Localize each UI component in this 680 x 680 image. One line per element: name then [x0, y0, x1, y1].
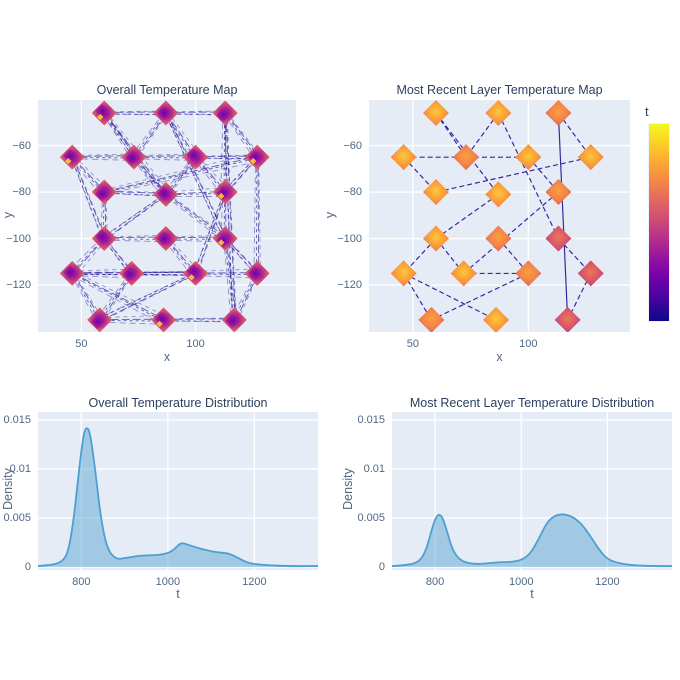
y-axis-title-recent-density: Density [341, 468, 355, 510]
y-tick-label: −120 [337, 279, 362, 292]
plot-area-recent-density[interactable] [392, 412, 672, 570]
density-curve [38, 427, 318, 567]
x-tick-label: 50 [75, 338, 88, 350]
map-marker[interactable] [577, 144, 604, 171]
map-marker[interactable] [59, 260, 85, 286]
x-tick-label: 1200 [242, 576, 267, 588]
y-tick-label: 0.01 [363, 462, 385, 475]
subplot-title-overall-density: Overall Temperature Distribution [88, 396, 268, 410]
map-marker[interactable] [422, 100, 449, 127]
y-tick-label: −80 [12, 186, 31, 199]
map-marker[interactable] [183, 144, 209, 170]
map-marker[interactable] [244, 260, 270, 286]
gridlines [38, 412, 318, 570]
map-marker[interactable] [212, 100, 238, 126]
map-marker[interactable] [545, 179, 572, 206]
map-marker[interactable] [153, 100, 179, 126]
map-marker[interactable] [151, 307, 177, 332]
map-marker[interactable] [59, 144, 85, 170]
x-tick-label: 1000 [155, 576, 181, 588]
map-marker[interactable] [91, 226, 117, 252]
map-marker[interactable] [119, 260, 145, 286]
y-tick-label: −60 [343, 139, 362, 152]
x-tick-label: 100 [186, 338, 205, 350]
y-tick-label: −120 [6, 279, 31, 292]
x-tick-label: 800 [72, 576, 91, 588]
subplot-title-overall-map: Overall Temperature Map [96, 83, 238, 97]
density-fill [38, 428, 318, 568]
map-marker[interactable] [91, 100, 117, 126]
plot-area-overall-density[interactable] [38, 412, 318, 570]
map-marker[interactable] [483, 306, 510, 332]
map-marker[interactable] [221, 307, 247, 332]
y-tick-label: −100 [6, 232, 31, 245]
layer-path-lines [68, 110, 261, 325]
x-axis-title-overall-map: x [163, 350, 171, 364]
gridlines [38, 100, 296, 332]
layer-path-lines [403, 112, 592, 321]
map-marker[interactable] [418, 306, 445, 332]
map-canvas[interactable] [38, 100, 296, 332]
y-tick-label: 0.015 [3, 413, 31, 426]
colorbar [648, 123, 670, 322]
y-tick-label: 0.01 [9, 462, 31, 475]
map-marker[interactable] [545, 100, 572, 127]
subplot-title-recent-map: Most Recent Layer Temperature Map [396, 83, 603, 97]
map-marker[interactable] [545, 225, 572, 252]
map-marker[interactable] [485, 181, 512, 208]
plot-area-recent-map[interactable] [369, 100, 630, 332]
map-marker[interactable] [153, 226, 179, 252]
map-marker[interactable] [87, 307, 113, 332]
y-tick-label: 0.015 [357, 413, 385, 426]
map-marker[interactable] [390, 260, 417, 287]
x-tick-label: 100 [519, 338, 538, 350]
map-marker[interactable] [212, 226, 238, 252]
map-marker[interactable] [485, 225, 512, 252]
map-marker[interactable] [577, 260, 604, 287]
y-tick-label: 0 [378, 561, 385, 574]
y-tick-label: −80 [343, 186, 362, 199]
map-marker[interactable] [91, 179, 117, 205]
map-marker[interactable] [515, 144, 542, 171]
x-axis-title-overall-density: t [176, 587, 180, 601]
map-marker[interactable] [422, 225, 449, 252]
density-curve [392, 513, 672, 567]
y-tick-label: 0.005 [3, 511, 31, 524]
gridlines [392, 412, 672, 570]
x-tick-label: 50 [406, 338, 419, 350]
map-marker[interactable] [450, 260, 477, 287]
x-tick-label: 1000 [508, 576, 534, 588]
map-marker[interactable] [183, 260, 209, 286]
map-marker[interactable] [390, 144, 417, 171]
y-tick-label: 0 [24, 561, 31, 574]
map-marker[interactable] [212, 179, 238, 205]
temperature-markers [390, 100, 604, 332]
plot-area-overall-map[interactable] [38, 100, 296, 332]
map-marker[interactable] [422, 179, 449, 206]
map-canvas[interactable] [369, 100, 630, 332]
map-marker[interactable] [554, 306, 581, 332]
map-marker[interactable] [515, 260, 542, 287]
x-axis-title-recent-map: x [496, 350, 503, 364]
x-tick-label: 800 [425, 576, 445, 588]
y-tick-label: 0.005 [357, 511, 385, 524]
x-axis-title-recent-density: t [530, 587, 534, 601]
map-marker[interactable] [121, 144, 147, 170]
map-marker[interactable] [244, 144, 270, 170]
map-marker[interactable] [153, 181, 179, 207]
density-canvas[interactable] [38, 412, 318, 570]
colorbar-title: t [645, 104, 649, 119]
density-canvas[interactable] [392, 412, 672, 570]
x-tick-label: 1200 [595, 576, 620, 588]
y-tick-label: −100 [337, 232, 362, 245]
map-marker[interactable] [485, 100, 512, 127]
subplot-title-recent-density: Most Recent Layer Temperature Distributi… [409, 396, 655, 410]
temperature-markers [59, 100, 270, 332]
y-tick-label: −60 [12, 139, 31, 152]
gridlines [369, 100, 630, 332]
y-axis-title-recent-map: y [323, 211, 337, 219]
map-marker[interactable] [453, 144, 480, 171]
